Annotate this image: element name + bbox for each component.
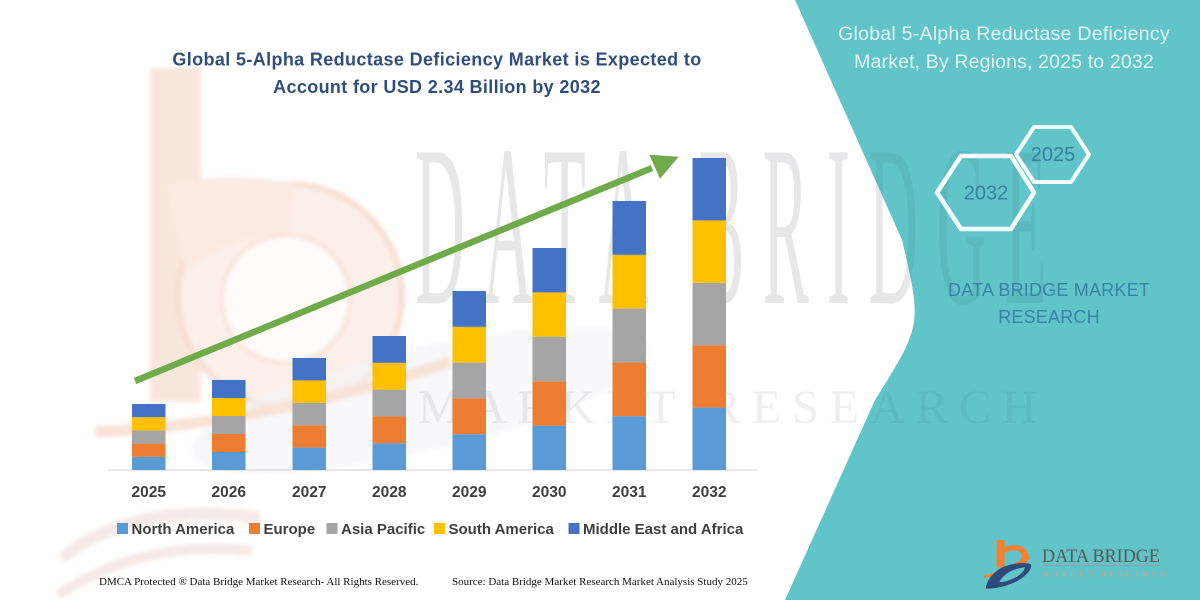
- svg-text:2029: 2029: [452, 484, 487, 501]
- svg-text:DATA BRIDGE: DATA BRIDGE: [415, 98, 1065, 353]
- svg-text:Account for USD 2.34 Billion b: Account for USD 2.34 Billion by 2032: [273, 77, 601, 97]
- svg-text:MARKET RESEARCH: MARKET RESEARCH: [418, 381, 1048, 434]
- svg-text:MARKET RESEARCH: MARKET RESEARCH: [1042, 570, 1169, 579]
- svg-text:Global 5-Alpha Reductase Defic: Global 5-Alpha Reductase Deficiency Mark…: [172, 50, 701, 70]
- svg-text:Global 5-Alpha Reductase Defic: Global 5-Alpha Reductase Deficiency: [838, 23, 1170, 45]
- svg-text:2032: 2032: [964, 183, 1009, 205]
- svg-text:North America: North America: [132, 521, 235, 538]
- svg-text:2027: 2027: [292, 484, 326, 501]
- svg-text:2030: 2030: [532, 484, 566, 501]
- svg-text:2031: 2031: [612, 484, 647, 501]
- svg-text:2025: 2025: [1031, 144, 1076, 166]
- svg-text:Middle East and Africa: Middle East and Africa: [583, 521, 744, 538]
- svg-text:2028: 2028: [372, 484, 407, 501]
- svg-text:2025: 2025: [131, 484, 166, 501]
- svg-text:Source: Data Bridge Market Res: Source: Data Bridge Market Research Mark…: [452, 576, 748, 588]
- svg-text:Asia Pacific: Asia Pacific: [341, 521, 425, 538]
- svg-text:DMCA Protected ® Data Bridge M: DMCA Protected ® Data Bridge Market Rese…: [99, 576, 419, 588]
- svg-text:2026: 2026: [211, 484, 246, 501]
- svg-text:2032: 2032: [692, 484, 726, 501]
- svg-text:Europe: Europe: [264, 521, 316, 538]
- svg-text:RESEARCH: RESEARCH: [998, 307, 1100, 327]
- svg-text:DATA BRIDGE: DATA BRIDGE: [1042, 546, 1160, 567]
- svg-text:South America: South America: [449, 521, 555, 538]
- svg-text:DATA BRIDGE MARKET: DATA BRIDGE MARKET: [948, 280, 1150, 300]
- svg-text:Market, By Regions, 2025 to 20: Market, By Regions, 2025 to 2032: [854, 51, 1154, 73]
